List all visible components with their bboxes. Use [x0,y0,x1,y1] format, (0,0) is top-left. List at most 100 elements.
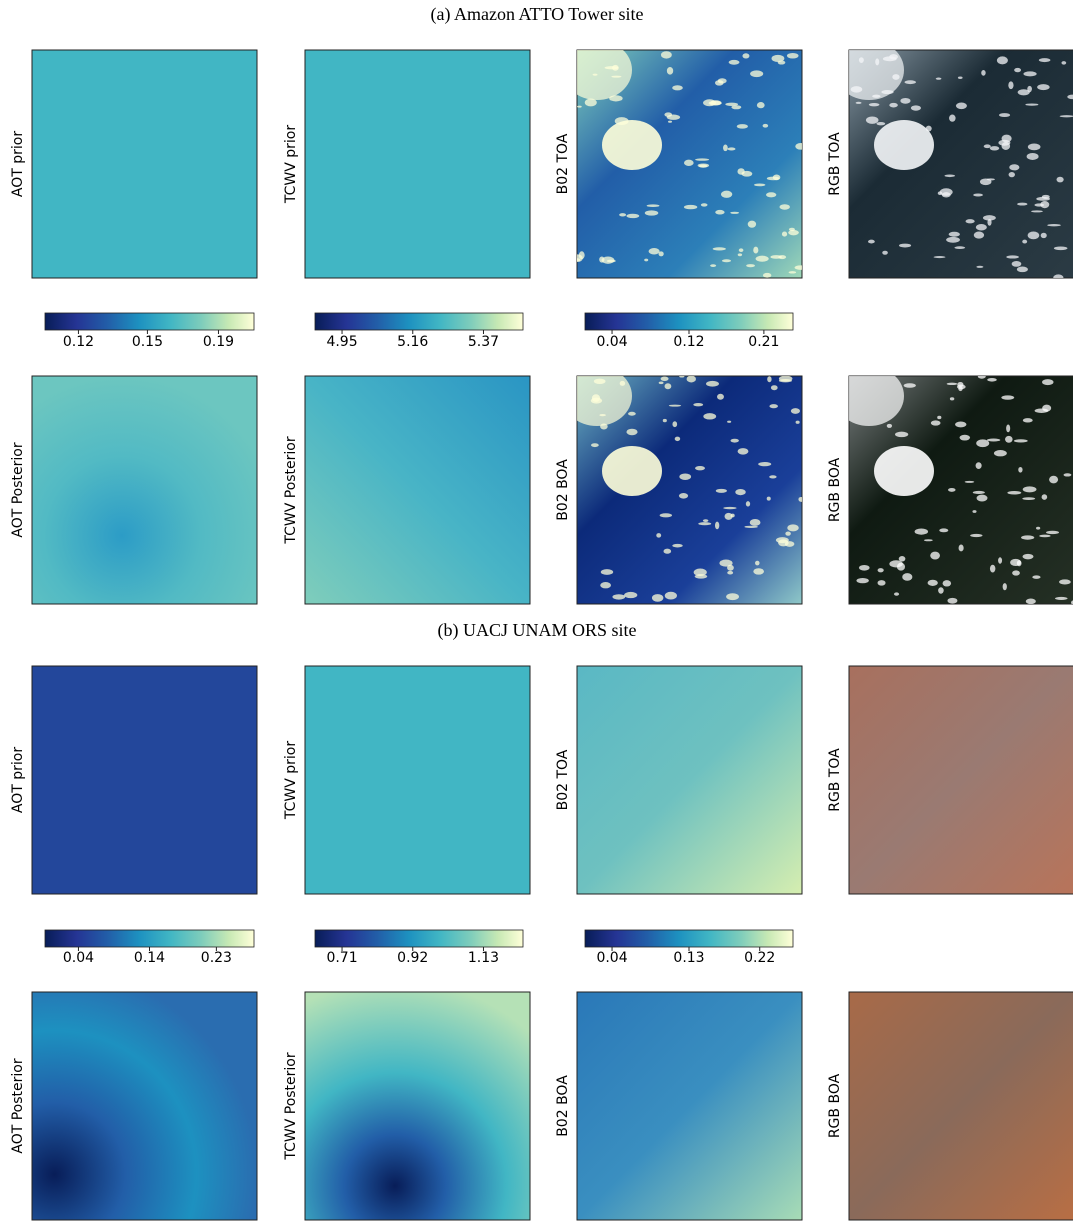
cloud [703,99,717,107]
cloud [1049,475,1059,484]
cloud [849,376,904,426]
cloud [614,117,629,126]
cloud [600,582,611,589]
colorbar-tick-label: 0.12 [673,334,704,350]
cloud [742,53,750,59]
cloud [989,146,1000,151]
cloud [955,102,967,110]
section-title: (a) Amazon ATTO Tower site [430,4,643,25]
colorbar-tick-label: 4.95 [326,334,357,350]
panel-image [576,991,803,1221]
cloud [1023,71,1037,77]
panel-label: TCWV Posterior [283,436,299,544]
cloud [1017,89,1030,96]
cloud [726,593,739,601]
cloud [975,224,987,231]
cloud [987,377,997,382]
colorbar-tick-label: 0.14 [134,950,165,966]
cloud [849,50,904,100]
colorbar-tick-label: 0.04 [596,334,627,350]
cloud [778,378,792,383]
cloud [672,85,683,91]
cloud [1001,134,1012,143]
cloud [1037,84,1050,91]
cloud [602,446,662,496]
cloud [658,251,664,257]
cloud [651,594,664,602]
cloud [1056,176,1064,183]
cloud [798,496,802,502]
panel-image [304,665,531,895]
cloud [577,376,632,426]
cloud [944,174,956,178]
cloud [1036,196,1051,201]
image-panel: TCWV Posterior [283,991,531,1221]
cloud [954,246,966,250]
cloud [612,594,626,600]
cloud [693,568,707,576]
cloud [1036,526,1041,530]
colorbar: 0.04 0.13 0.22 [584,929,794,966]
cloud [886,423,893,428]
cloud [668,404,682,407]
cloud [656,533,662,538]
cloud [1027,143,1041,151]
cloud [1022,486,1037,493]
cloud [626,213,640,219]
cloud [769,404,778,409]
panel-image [31,991,258,1221]
cloud [1018,466,1023,473]
cloud [600,423,608,430]
cloud [790,408,801,414]
cloud [700,203,708,207]
cloud [628,411,636,416]
cloud [930,420,941,426]
cloud [619,213,627,217]
cloud [903,383,916,388]
cloud [717,78,727,84]
cloud [664,591,677,600]
image-panel: TCWV prior [283,49,531,279]
cloud [738,248,744,252]
cloud [892,74,900,80]
cloud [1053,274,1064,278]
colorbar: 0.04 0.14 0.23 [44,929,255,966]
colorbar-tick-label: 0.22 [744,950,775,966]
cloud [695,465,705,471]
cloud [876,121,886,126]
cloud [1067,94,1073,100]
cloud [611,75,622,78]
cloud [731,105,742,110]
cloud [660,51,672,59]
cloud [664,112,673,117]
cloud [766,176,780,181]
cloud [644,258,649,262]
cloud [1022,553,1034,560]
cloud [747,220,757,228]
cloud [958,544,964,552]
panel-label: AOT prior [10,747,26,813]
cloud [755,255,769,262]
colorbar-tick-label: 0.12 [63,334,94,350]
cloud [933,256,946,259]
cloud [1009,164,1020,171]
cloud [1014,67,1022,73]
cloud [715,209,725,215]
cloud [778,539,789,547]
cloud [577,50,632,100]
cloud [770,255,782,259]
cloud [753,183,766,187]
cloud [894,431,909,438]
cloud [872,94,881,98]
cloud [977,376,986,379]
cloud [758,462,772,467]
cloud [746,264,755,268]
cloud [868,239,875,244]
cloud [1006,424,1011,433]
cloud [667,120,673,123]
cloud [856,577,869,584]
panel-label: TCWV prior [283,125,299,204]
cloud [723,144,728,152]
cloud [753,568,764,575]
cloud [882,56,897,62]
